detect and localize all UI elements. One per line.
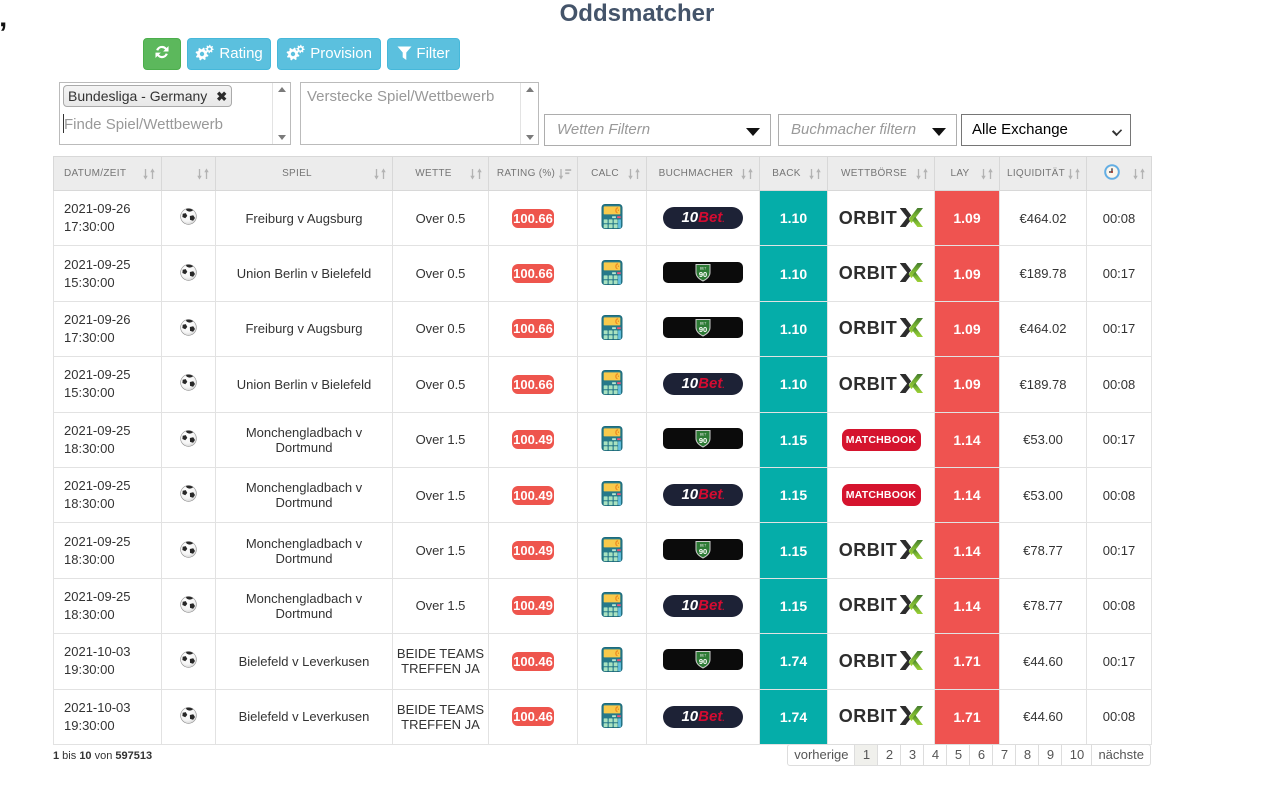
svg-text:90: 90 — [699, 657, 707, 666]
svg-text:90: 90 — [699, 546, 707, 555]
svg-text:BET: BET — [700, 321, 707, 325]
svg-text:BET: BET — [700, 266, 707, 270]
svg-text:BET: BET — [700, 543, 707, 547]
svg-text:90: 90 — [699, 436, 707, 445]
svg-text:BET: BET — [700, 432, 707, 436]
svg-text:BET: BET — [700, 654, 707, 658]
svg-text:90: 90 — [699, 325, 707, 334]
svg-text:90: 90 — [699, 269, 707, 278]
